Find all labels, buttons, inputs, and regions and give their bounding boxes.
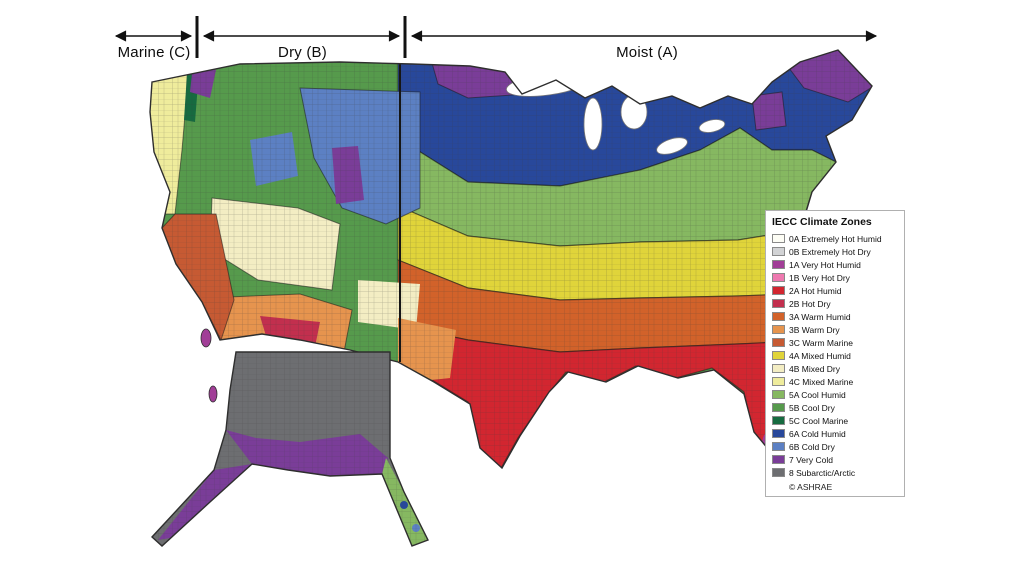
legend-label-7: 7 Very Cold bbox=[789, 454, 833, 465]
legend-label-5B: 5B Cool Dry bbox=[789, 402, 835, 413]
alaska-outline bbox=[151, 351, 429, 547]
legend-item-7: 7 Very Cold bbox=[772, 453, 898, 466]
legend-item-4A: 4A Mixed Humid bbox=[772, 349, 898, 362]
legend-item-6A: 6A Cold Humid bbox=[772, 427, 898, 440]
legend-label-1A: 1A Very Hot Humid bbox=[789, 259, 861, 270]
legend-swatch-2B bbox=[772, 299, 785, 308]
legend-swatch-5C bbox=[772, 416, 785, 425]
marine-dry-divider bbox=[195, 16, 199, 58]
legend-swatch-8 bbox=[772, 468, 785, 477]
legend-item-3A: 3A Warm Humid bbox=[772, 310, 898, 323]
dry-moist-divider bbox=[403, 16, 407, 58]
legend-swatch-2A bbox=[772, 286, 785, 295]
legend-label-6A: 6A Cold Humid bbox=[789, 428, 846, 439]
lake-erie bbox=[656, 137, 688, 155]
legend-item-0B: 0B Extremely Hot Dry bbox=[772, 245, 898, 258]
legend-swatch-6B bbox=[772, 442, 785, 451]
legend-swatch-4C bbox=[772, 377, 785, 386]
legend-label-5C: 5C Cool Marine bbox=[789, 415, 849, 426]
legend-item-1B: 1B Very Hot Dry bbox=[772, 271, 898, 284]
legend-item-2A: 2A Hot Humid bbox=[772, 284, 898, 297]
island-region-lower bbox=[208, 385, 218, 403]
legend-swatch-6A bbox=[772, 429, 785, 438]
moisture-regime-arrows bbox=[114, 16, 878, 58]
legend-label-8: 8 Subarctic/Arctic bbox=[789, 467, 856, 478]
legend-label-5A: 5A Cool Humid bbox=[789, 389, 846, 400]
legend-swatch-5A bbox=[772, 390, 785, 399]
legend-label-3A: 3A Warm Humid bbox=[789, 311, 851, 322]
legend-item-5B: 5B Cool Dry bbox=[772, 401, 898, 414]
legend-label-3B: 3B Warm Dry bbox=[789, 324, 840, 335]
legend-swatch-4B bbox=[772, 364, 785, 373]
legend-swatch-3A bbox=[772, 312, 785, 321]
legend-item-2B: 2B Hot Dry bbox=[772, 297, 898, 310]
legend-item-0A: 0A Extremely Hot Humid bbox=[772, 232, 898, 245]
legend-swatch-5B bbox=[772, 403, 785, 412]
legend-swatch-0B bbox=[772, 247, 785, 256]
legend-copyright: © ASHRAE bbox=[789, 482, 833, 492]
legend-swatch-3C bbox=[772, 338, 785, 347]
legend-item-3C: 3C Warm Marine bbox=[772, 336, 898, 349]
legend-item-4C: 4C Mixed Marine bbox=[772, 375, 898, 388]
alaska-regions bbox=[152, 352, 428, 546]
legend-item-5A: 5A Cool Humid bbox=[772, 388, 898, 401]
band-label-dry: Dry (B) bbox=[278, 44, 327, 61]
lake-michigan bbox=[583, 97, 603, 151]
legend-title: IECC Climate Zones bbox=[772, 216, 872, 228]
legend-label-1B: 1B Very Hot Dry bbox=[789, 272, 850, 283]
legend-item-8: 8 Subarctic/Arctic bbox=[772, 466, 898, 479]
legend-label-3C: 3C Warm Marine bbox=[789, 337, 853, 348]
band-label-marine: Marine (C) bbox=[117, 44, 191, 61]
band-label-moist: Moist (A) bbox=[616, 44, 678, 61]
legend-label-4C: 4C Mixed Marine bbox=[789, 376, 854, 387]
legend-label-2A: 2A Hot Humid bbox=[789, 285, 842, 296]
legend-item-3B: 3B Warm Dry bbox=[772, 323, 898, 336]
legend-label-4A: 4A Mixed Humid bbox=[789, 350, 851, 361]
legend: IECC Climate Zones 0A Extremely Hot Humi… bbox=[765, 210, 905, 497]
legend-swatch-3B bbox=[772, 325, 785, 334]
legend-swatch-0A bbox=[772, 234, 785, 243]
legend-label-0B: 0B Extremely Hot Dry bbox=[789, 246, 871, 257]
legend-swatch-1A bbox=[772, 260, 785, 269]
legend-item-4B: 4B Mixed Dry bbox=[772, 362, 898, 375]
legend-label-2B: 2B Hot Dry bbox=[789, 298, 831, 309]
alaska-borough-texture bbox=[152, 352, 428, 546]
island-region-upper bbox=[200, 328, 212, 348]
lake-ontario bbox=[698, 119, 726, 133]
legend-item-6B: 6B Cold Dry bbox=[772, 440, 898, 453]
legend-label-4B: 4B Mixed Dry bbox=[789, 363, 841, 374]
legend-rows: 0A Extremely Hot Humid 0B Extremely Hot D… bbox=[772, 232, 898, 479]
legend-swatch-7 bbox=[772, 455, 785, 464]
legend-swatch-4A bbox=[772, 351, 785, 360]
legend-label-0A: 0A Extremely Hot Humid bbox=[789, 233, 882, 244]
legend-item-1A: 1A Very Hot Humid bbox=[772, 258, 898, 271]
legend-label-6B: 6B Cold Dry bbox=[789, 441, 835, 452]
legend-item-5C: 5C Cool Marine bbox=[772, 414, 898, 427]
legend-swatch-1B bbox=[772, 273, 785, 282]
